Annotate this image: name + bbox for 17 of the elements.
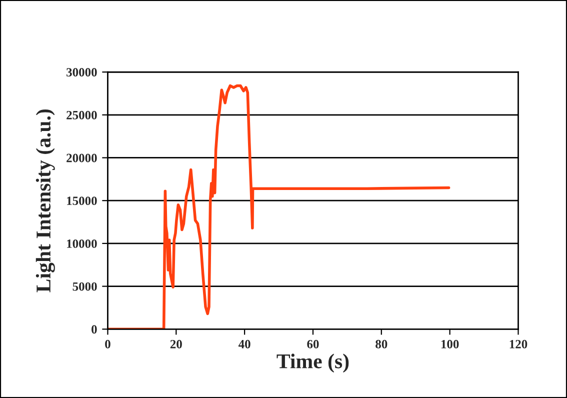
x-tick-label: 80 xyxy=(376,340,388,348)
x-tick-label: 0 xyxy=(105,340,110,348)
x-tick-label: 20 xyxy=(170,340,182,348)
x-tick-label: 120 xyxy=(510,340,528,348)
y-tick-label: 5000 xyxy=(72,282,97,291)
y-tick-label: 15000 xyxy=(67,196,97,206)
y-tick-label: 30000 xyxy=(66,68,97,76)
line-series xyxy=(108,84,450,330)
x-tick-label: 40 xyxy=(238,340,250,348)
y-tick-label: 20000 xyxy=(66,154,97,162)
x-tick-label: 100 xyxy=(441,340,459,348)
y-axis-title: Light Intensity (a.u.) xyxy=(36,109,55,292)
x-axis-title: Time (s) xyxy=(276,354,349,373)
y-tick-label: 25000 xyxy=(66,110,97,120)
y-tick-label: 10000 xyxy=(67,239,97,248)
x-tick-label: 60 xyxy=(307,340,319,348)
y-tick-label: 0 xyxy=(92,325,97,334)
